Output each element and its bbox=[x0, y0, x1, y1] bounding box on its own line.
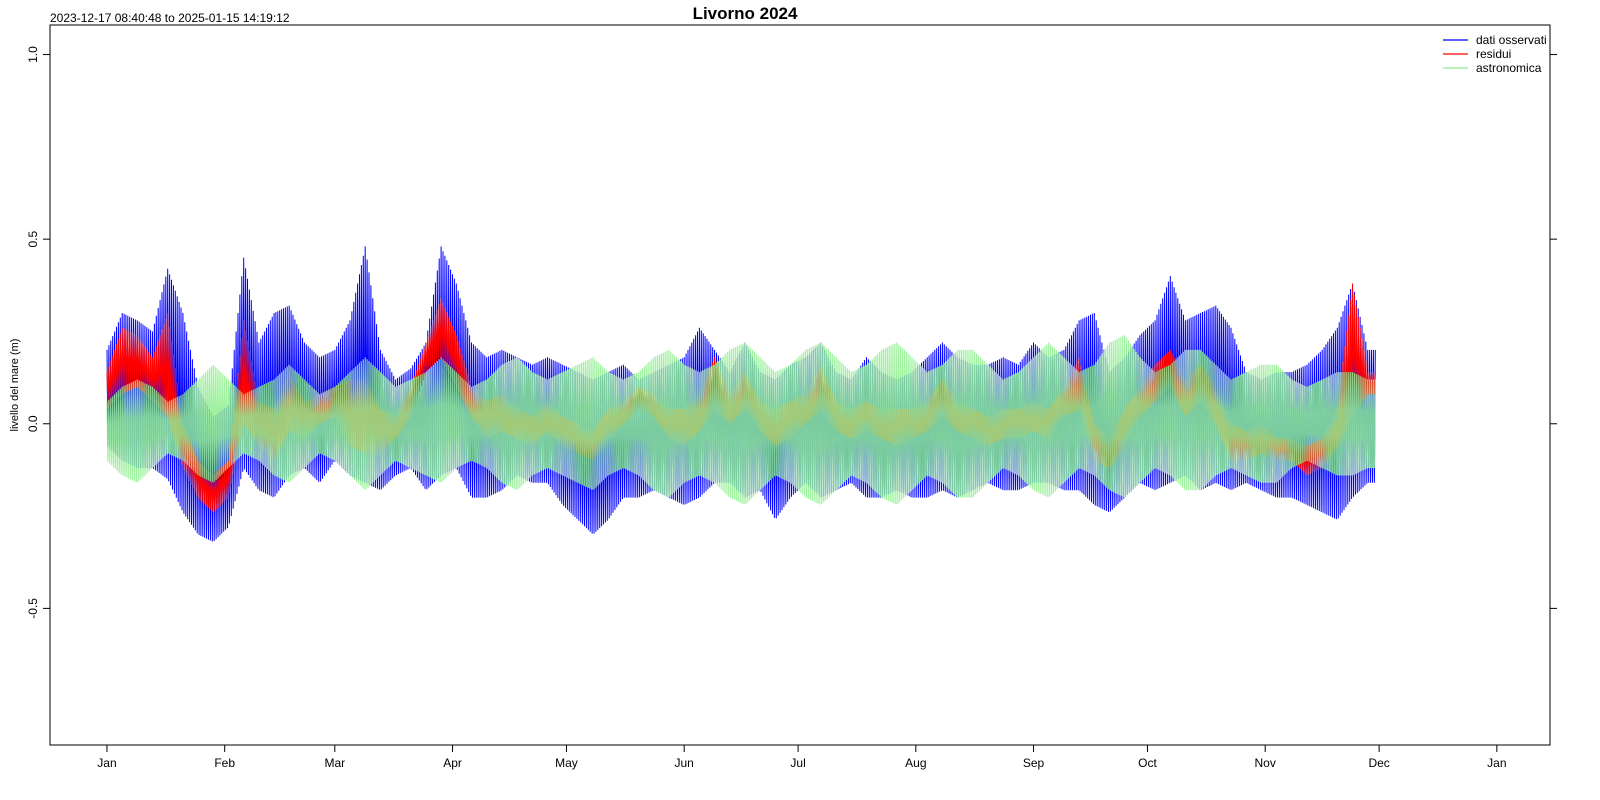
x-tick-label: Jul bbox=[790, 756, 805, 770]
x-tick-label: Jan bbox=[1487, 756, 1506, 770]
y-tick-label: 0.5 bbox=[26, 230, 40, 247]
plot-frame bbox=[49, 24, 1551, 746]
axes-layer: -0.5 0.0 0.5 1.0 Jan Feb Mar Apr May Jun Jul Aug Sep… bbox=[26, 46, 1557, 770]
series-layer bbox=[106, 246, 1376, 542]
x-tick-label: Oct bbox=[1138, 756, 1157, 770]
legend-label: dati osservati bbox=[1476, 33, 1547, 47]
x-tick-label: Nov bbox=[1255, 756, 1276, 770]
x-tick-label: Aug bbox=[905, 756, 926, 770]
series-line-astronomica bbox=[106, 335, 1376, 505]
x-tick-label: May bbox=[555, 756, 578, 770]
y-tick-label: -0.5 bbox=[26, 598, 40, 619]
x-tick-label: Feb bbox=[214, 756, 235, 770]
y-axis-label: livello del mare (m) bbox=[9, 339, 21, 432]
y-tick-label: 0.0 bbox=[26, 415, 40, 432]
legend-label: astronomica bbox=[1476, 61, 1542, 75]
x-tick-label: Jan bbox=[97, 756, 116, 770]
x-tick-label: Sep bbox=[1023, 756, 1045, 770]
legend-label: residui bbox=[1476, 47, 1511, 61]
date-range-label: 2023-12-17 08:40:48 to 2025-01-15 14:19:… bbox=[50, 11, 290, 25]
chart-title: Livorno 2024 bbox=[693, 4, 798, 23]
y-tick-label: 1.0 bbox=[26, 46, 40, 63]
x-tick-label: Mar bbox=[324, 756, 345, 770]
x-tick-label: Apr bbox=[443, 756, 462, 770]
x-tick-label: Dec bbox=[1368, 756, 1389, 770]
x-tick-label: Jun bbox=[674, 756, 693, 770]
